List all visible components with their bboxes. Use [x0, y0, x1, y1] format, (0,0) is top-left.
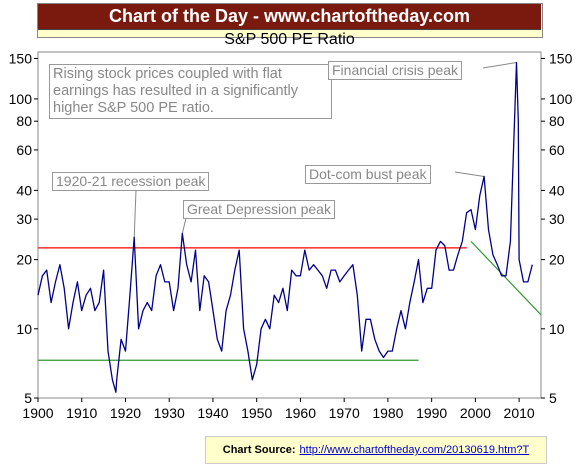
annotation-pointer-2	[482, 62, 517, 69]
annotation-dotcom-peak: Dot-com bust peak	[305, 165, 431, 184]
annotation-pointer-0	[133, 189, 137, 238]
x-tick-label-4: 1940	[197, 405, 228, 421]
series-line-0	[37, 61, 533, 393]
x-tick-label-3: 1930	[154, 405, 185, 421]
y-tick-label-right-7: 100	[549, 91, 573, 107]
y-tick-label-left-0: 5	[24, 390, 32, 406]
x-tick-label-0: 1900	[22, 405, 53, 421]
annotation-pointer-1	[181, 217, 187, 234]
y-tick-label-left-4: 40	[16, 182, 32, 198]
y-tick-label-right-1: 10	[549, 321, 565, 337]
y-tick-label-right-2: 20	[549, 252, 565, 268]
x-tick-label-1: 1910	[66, 405, 97, 421]
chart-note: Rising stock prices coupled with flat ea…	[49, 64, 332, 119]
annotation-pointer-3	[454, 171, 485, 177]
annotation-financial-crisis-peak: Financial crisis peak	[328, 61, 463, 80]
trend-line-2	[470, 240, 542, 316]
y-tick-label-left-7: 100	[9, 91, 33, 107]
x-tick-label-11: 2010	[504, 405, 535, 421]
x-tick-label-10: 2000	[460, 405, 491, 421]
y-tick-label-left-8: 150	[9, 50, 33, 66]
x-tick-label-7: 1970	[329, 405, 360, 421]
banner-title: Chart of the Day - www.chartoftheday.com	[38, 4, 541, 30]
y-tick-label-right-4: 40	[549, 182, 565, 198]
x-tick-label-2: 1920	[110, 405, 141, 421]
y-tick-label-left-6: 80	[16, 113, 32, 129]
source-box: Chart Source: http://www.chartoftheday.c…	[205, 436, 547, 464]
y-tick-label-left-3: 30	[16, 211, 32, 227]
y-tick-label-left-2: 20	[16, 252, 32, 268]
y-tick-label-right-5: 60	[549, 142, 565, 158]
x-tick-label-6: 1960	[285, 405, 316, 421]
y-tick-label-right-8: 150	[549, 50, 573, 66]
y-tick-label-right-3: 30	[549, 211, 565, 227]
annotation-depression-peak: Great Depression peak	[183, 200, 335, 219]
source-label: Chart Source:	[222, 444, 296, 456]
y-tick-label-right-0: 5	[549, 390, 557, 406]
source-link[interactable]: http://www.chartoftheday.com/20130619.ht…	[299, 444, 530, 456]
annotation-recession-peak: 1920-21 recession peak	[52, 172, 210, 191]
x-tick-label-5: 1950	[241, 405, 272, 421]
x-tick-label-8: 1980	[372, 405, 403, 421]
y-tick-label-left-5: 60	[16, 142, 32, 158]
x-tick-label-9: 1990	[416, 405, 447, 421]
y-tick-label-right-6: 80	[549, 113, 565, 129]
chart-title: S&P 500 PE Ratio	[224, 31, 355, 48]
y-tick-label-left-1: 10	[16, 321, 32, 337]
